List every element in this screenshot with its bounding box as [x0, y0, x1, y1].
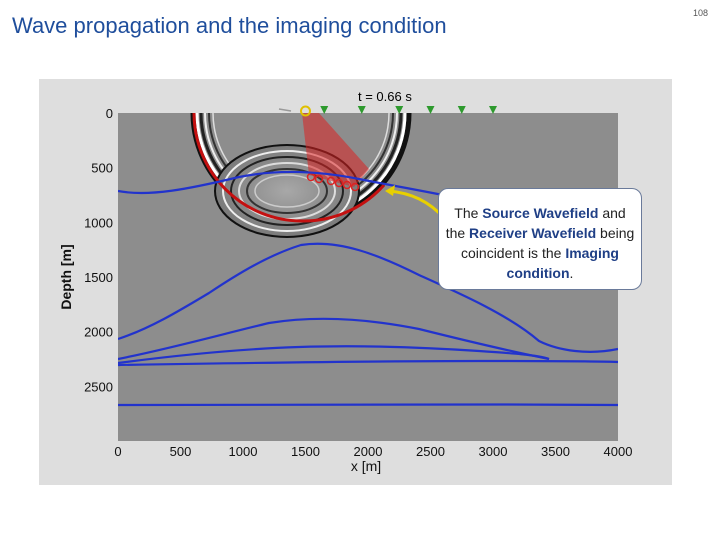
y-tick-label: 1500 [84, 270, 113, 285]
page-number: 108 [692, 8, 708, 18]
source-marker [278, 105, 311, 117]
callout-term-receiver-wavefield: Receiver Wavefield [469, 225, 597, 241]
x-tick-label: 1000 [229, 444, 258, 459]
callout-text-suffix: . [569, 265, 574, 281]
y-tick-label: 2000 [84, 325, 113, 340]
imaging-condition-callout: The Source Wavefield and the Receiver Wa… [438, 188, 642, 290]
x-tick-label: 0 [114, 444, 121, 459]
x-tick-label: 1500 [291, 444, 320, 459]
y-tick-label: 1000 [84, 215, 113, 230]
y-tick-label: 500 [91, 161, 113, 176]
y-tick-label: 0 [106, 106, 113, 121]
x-tick-label: 3000 [479, 444, 508, 459]
callout-term-imaging-condition: Imaging condition [506, 245, 619, 281]
callout-text-prefix: The [454, 205, 483, 221]
y-axis: 0 500 1000 1500 2000 2500 [84, 106, 113, 394]
receiver-triangle [489, 106, 497, 114]
x-axis: 0 500 1000 1500 2000 2500 3000 3500 4000 [114, 444, 632, 459]
receiver-wavefield-wedge [302, 113, 369, 187]
x-tick-label: 2000 [354, 444, 383, 459]
imaging-points [306, 172, 360, 192]
y-tick-label: 2500 [84, 379, 113, 394]
receiver-triangle [426, 106, 435, 114]
slide-title: Wave propagation and the imaging conditi… [12, 13, 447, 38]
time-label: t = 0.66 s [358, 89, 412, 104]
x-tick-label: 2500 [416, 444, 445, 459]
x-tick-label: 500 [170, 444, 192, 459]
callout-text-mid1: and the [445, 205, 626, 241]
callout-text-mid2: being coincident is the [461, 225, 635, 261]
y-axis-label: Depth [m] [58, 244, 74, 309]
wavefront-arc [192, 113, 386, 223]
receiver-triangle [320, 106, 329, 114]
receiver-triangle [395, 106, 404, 114]
callout-term-source-wavefield: Source Wavefield [482, 205, 599, 221]
receiver-triangle [457, 106, 466, 114]
x-axis-label: x [m] [351, 458, 381, 474]
receiver-triangle [357, 106, 366, 114]
x-tick-label: 4000 [604, 444, 633, 459]
receiver-markers [320, 106, 497, 114]
x-tick-label: 3500 [541, 444, 570, 459]
